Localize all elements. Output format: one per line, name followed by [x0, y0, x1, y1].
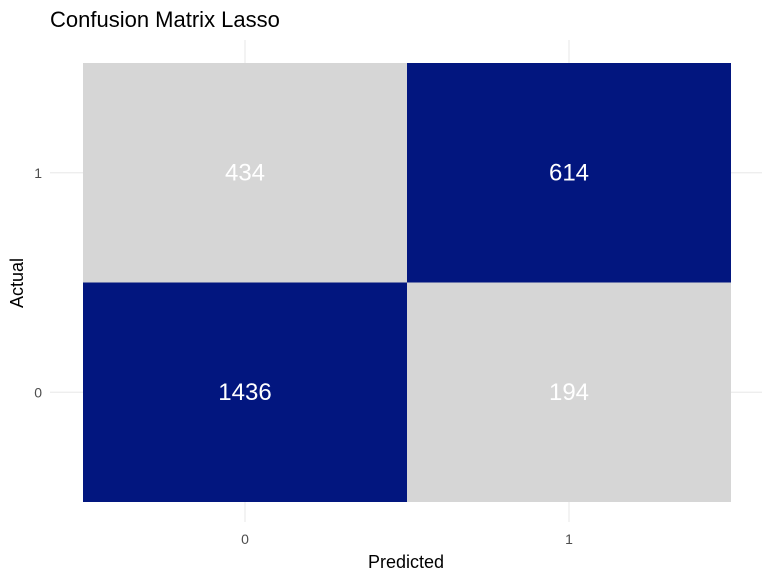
- matrix-cell: [407, 282, 731, 502]
- tick-layer: 0 1 0 1: [34, 165, 573, 547]
- chart-title: Confusion Matrix Lasso: [50, 7, 280, 32]
- x-tick-label: 0: [241, 531, 249, 547]
- cell-value-label: 1436: [218, 379, 271, 406]
- cell-label-layer: 434 614 1436 194: [218, 159, 589, 406]
- matrix-cell: [407, 63, 731, 283]
- matrix-cell: [83, 63, 407, 283]
- y-axis-label: Actual: [7, 258, 27, 308]
- cell-value-label: 434: [225, 159, 265, 186]
- matrix-cell: [83, 282, 407, 502]
- y-tick-label: 1: [34, 165, 42, 181]
- cell-layer: [83, 63, 731, 502]
- cell-value-label: 194: [549, 379, 589, 406]
- cell-value-label: 614: [549, 159, 589, 186]
- x-axis-label: Predicted: [368, 552, 444, 572]
- x-tick-label: 1: [565, 531, 573, 547]
- y-tick-label: 0: [34, 384, 42, 400]
